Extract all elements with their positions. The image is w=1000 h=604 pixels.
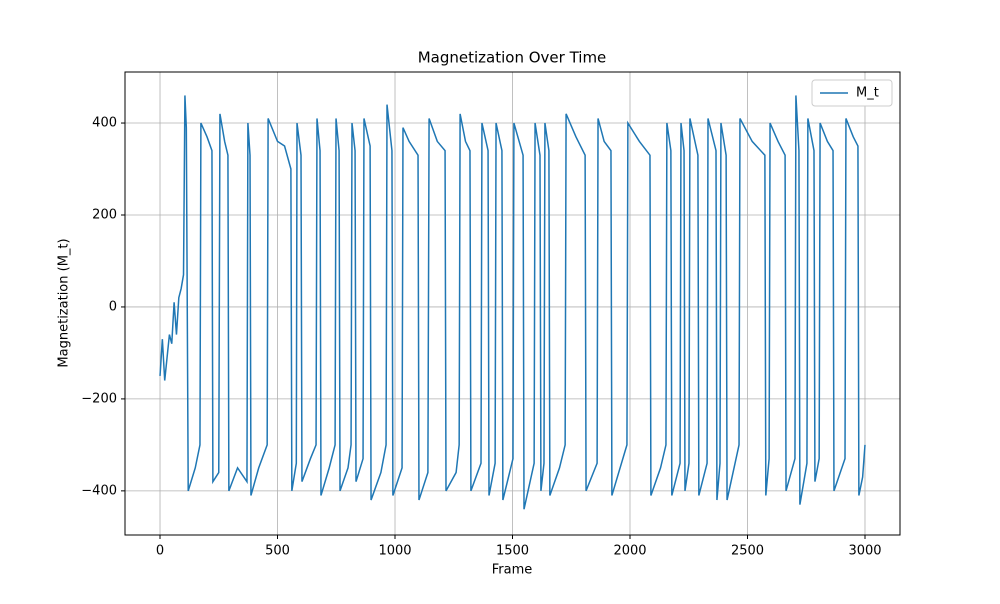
y-tick-label: −400 <box>81 483 117 498</box>
x-tick-label: 1000 <box>378 544 411 559</box>
y-tick-label: 400 <box>92 116 117 131</box>
y-tick-label: 200 <box>92 207 117 222</box>
y-tick-label: 0 <box>109 299 117 314</box>
x-tick-label: 2000 <box>613 544 646 559</box>
x-tick-label: 3000 <box>848 544 881 559</box>
x-tick-label: 2500 <box>731 544 764 559</box>
x-tick-label: 500 <box>265 544 290 559</box>
data-line <box>159 95 866 510</box>
y-tick-label: −200 <box>81 391 117 406</box>
chart-title: Magnetization Over Time <box>418 49 607 67</box>
x-tick-label: 1500 <box>496 544 529 559</box>
x-tick-label: 0 <box>156 544 164 559</box>
legend-box <box>811 79 893 107</box>
x-axis-label: Frame <box>492 563 533 578</box>
plot-frame <box>124 71 901 536</box>
y-axis-label: Magnetization (M_t) <box>57 238 72 367</box>
legend-label: M_t <box>856 86 879 101</box>
